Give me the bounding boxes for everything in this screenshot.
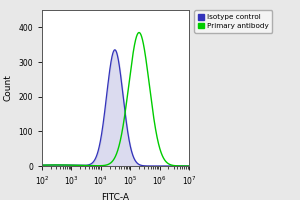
Legend: Isotype control, Primary antibody: Isotype control, Primary antibody — [194, 10, 272, 33]
X-axis label: FITC-A: FITC-A — [101, 193, 130, 200]
Y-axis label: Count: Count — [4, 75, 13, 101]
